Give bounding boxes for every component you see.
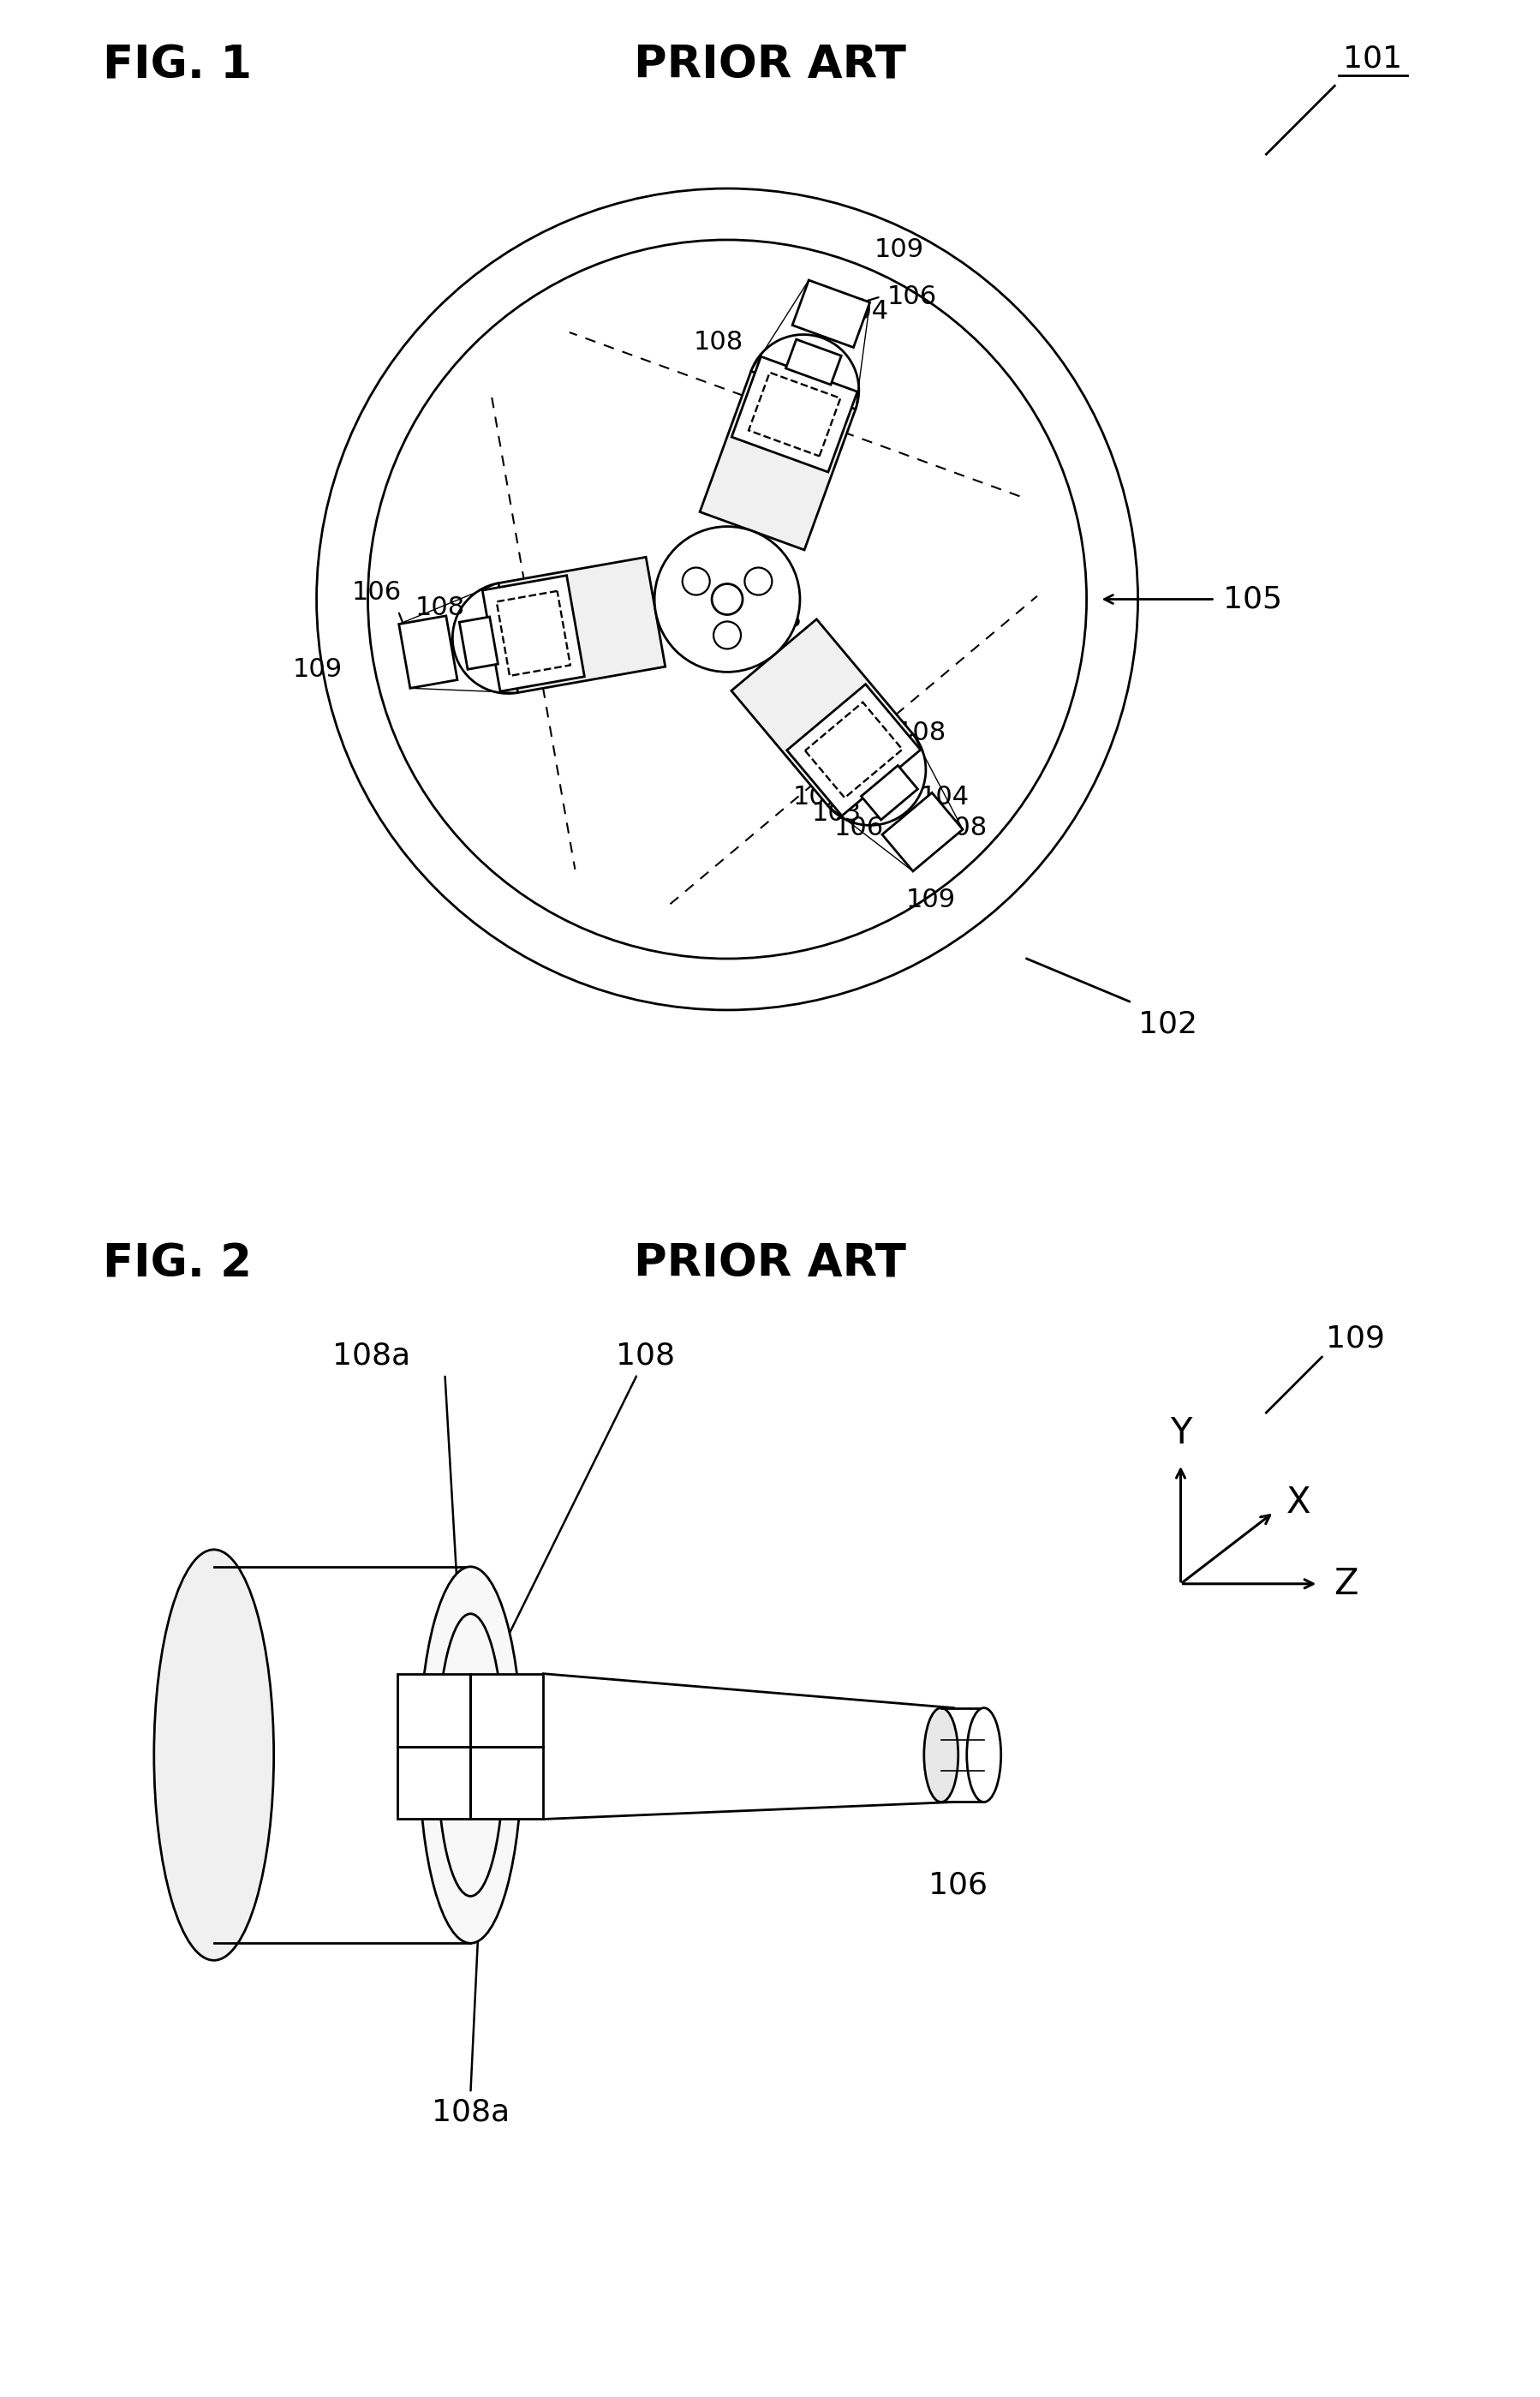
Polygon shape: [861, 765, 918, 820]
Circle shape: [682, 568, 710, 594]
Text: 4: 4: [496, 1767, 517, 1800]
Polygon shape: [399, 616, 457, 688]
Polygon shape: [732, 357, 858, 472]
Circle shape: [745, 568, 772, 594]
Text: 108a: 108a: [431, 2097, 510, 2126]
Text: FIG. 1: FIG. 1: [103, 43, 251, 89]
Bar: [397, 1673, 471, 1747]
Polygon shape: [805, 702, 902, 798]
Bar: [471, 1747, 544, 1819]
Text: 104: 104: [793, 784, 842, 810]
Text: 3: 3: [424, 1767, 445, 1800]
Text: 102: 102: [1138, 1009, 1197, 1040]
Text: 103: 103: [753, 609, 802, 633]
Text: 106: 106: [351, 580, 402, 604]
Polygon shape: [496, 592, 570, 676]
Text: 109: 109: [906, 887, 956, 913]
Text: 108a: 108a: [333, 1340, 411, 1369]
Polygon shape: [732, 618, 913, 805]
Text: 106: 106: [929, 1870, 987, 1898]
Ellipse shape: [967, 1709, 1001, 1803]
Text: 105: 105: [1223, 585, 1283, 614]
Circle shape: [317, 189, 1138, 1009]
Text: 104: 104: [839, 300, 889, 324]
Text: FIG. 2: FIG. 2: [103, 1242, 251, 1287]
Text: 106: 106: [887, 285, 936, 309]
Polygon shape: [785, 340, 841, 384]
Polygon shape: [699, 372, 856, 549]
Circle shape: [711, 585, 742, 614]
Text: PRIOR ART: PRIOR ART: [634, 43, 906, 89]
Text: 109: 109: [1326, 1323, 1384, 1352]
Text: Y: Y: [1170, 1414, 1192, 1450]
Polygon shape: [748, 372, 841, 455]
Circle shape: [368, 240, 1087, 959]
Text: 103: 103: [812, 801, 861, 827]
Text: 108: 108: [616, 1340, 675, 1369]
Text: 109: 109: [293, 657, 342, 681]
Text: 108: 108: [693, 328, 744, 355]
Polygon shape: [793, 280, 870, 348]
Text: 101: 101: [1343, 43, 1403, 72]
Text: 108: 108: [416, 594, 465, 621]
Text: Z: Z: [1334, 1565, 1358, 1601]
Ellipse shape: [154, 1548, 274, 1961]
Polygon shape: [459, 616, 497, 669]
Text: 106: 106: [835, 815, 884, 839]
Text: PRIOR ART: PRIOR ART: [634, 1242, 906, 1287]
Polygon shape: [499, 556, 665, 693]
Ellipse shape: [419, 1568, 522, 1944]
Ellipse shape: [924, 1709, 958, 1803]
Bar: [397, 1747, 471, 1819]
Text: 2: 2: [424, 1695, 445, 1726]
Text: 108: 108: [938, 815, 987, 839]
Text: 109: 109: [873, 237, 924, 261]
Ellipse shape: [437, 1613, 504, 1896]
Text: 104: 104: [919, 784, 969, 810]
Polygon shape: [482, 575, 585, 690]
Text: 108: 108: [896, 721, 947, 745]
Polygon shape: [787, 683, 921, 815]
Bar: [471, 1673, 544, 1747]
Text: 1: 1: [496, 1695, 517, 1726]
Polygon shape: [882, 793, 962, 870]
Text: X: X: [1286, 1484, 1311, 1520]
Circle shape: [713, 621, 741, 650]
Circle shape: [654, 527, 799, 671]
